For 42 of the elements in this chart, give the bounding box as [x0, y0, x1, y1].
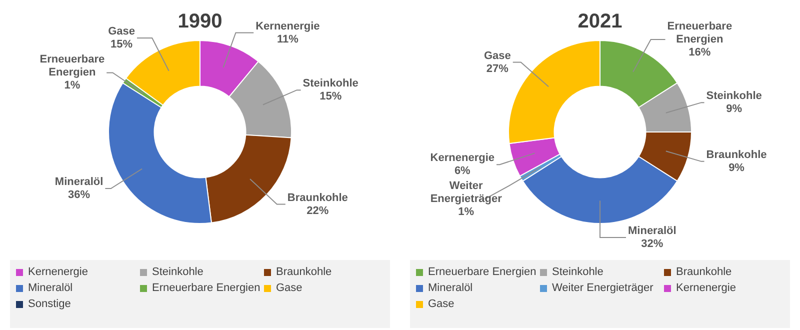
data-label: 32%	[641, 238, 664, 250]
slice-label: Steinkohle	[706, 90, 762, 102]
data-label: 22%	[306, 204, 329, 217]
legend-label: Steinkohle	[552, 266, 604, 278]
slice-label: Kernenergie	[430, 152, 494, 164]
slice-label: Kernenergie	[256, 20, 320, 32]
data-label: 16%	[688, 46, 711, 59]
legend-label: Mineralöl	[428, 282, 473, 294]
data-label: 1%	[458, 206, 474, 218]
slice-label: Gase	[484, 50, 511, 62]
chart-title: 2021	[578, 10, 622, 33]
legend-label: Braunkohle	[276, 266, 332, 278]
legend-label: Erneuerbare Energien	[428, 266, 536, 278]
chart-title: 1990	[178, 10, 222, 33]
data-label: 11%	[276, 33, 299, 46]
data-label: 1%	[64, 80, 80, 92]
data-label: 15%	[110, 38, 133, 51]
slice-label: Erneuerbare Energien	[40, 54, 105, 79]
legend-label: Erneuerbare Energien	[152, 282, 260, 294]
data-label: 27%	[486, 62, 509, 75]
slice-label: Erneuerbare Energien	[667, 20, 732, 46]
legend-label: Steinkohle	[152, 266, 204, 278]
data-label: 6%	[454, 165, 471, 178]
legend-label: Mineralöl	[28, 282, 73, 294]
slice-label: Mineralöl	[628, 225, 676, 238]
slice-label: Braunkohle	[706, 148, 767, 161]
legend-label: Weiter Energieträger	[552, 282, 654, 294]
legend-label: Sonstige	[28, 298, 71, 310]
data-label: 9%	[726, 103, 742, 116]
data-label: 36%	[68, 189, 90, 202]
legend-label: Kernenergie	[676, 282, 736, 294]
slice-label: Braunkohle	[287, 192, 348, 204]
slice-label: Mineralöl	[54, 176, 104, 188]
legend-label: Braunkohle	[676, 266, 732, 278]
data-label: 9%	[728, 162, 745, 174]
legend-label: Kernenergie	[28, 266, 88, 278]
legend-label: Gase	[428, 298, 454, 310]
slice-label: Weiter Energieträger	[430, 180, 503, 206]
slice-label: Steinkohle	[302, 78, 358, 90]
legend-label: Gase	[276, 282, 302, 294]
data-label: 15%	[320, 90, 342, 103]
slice-label: Gase	[108, 26, 136, 38]
